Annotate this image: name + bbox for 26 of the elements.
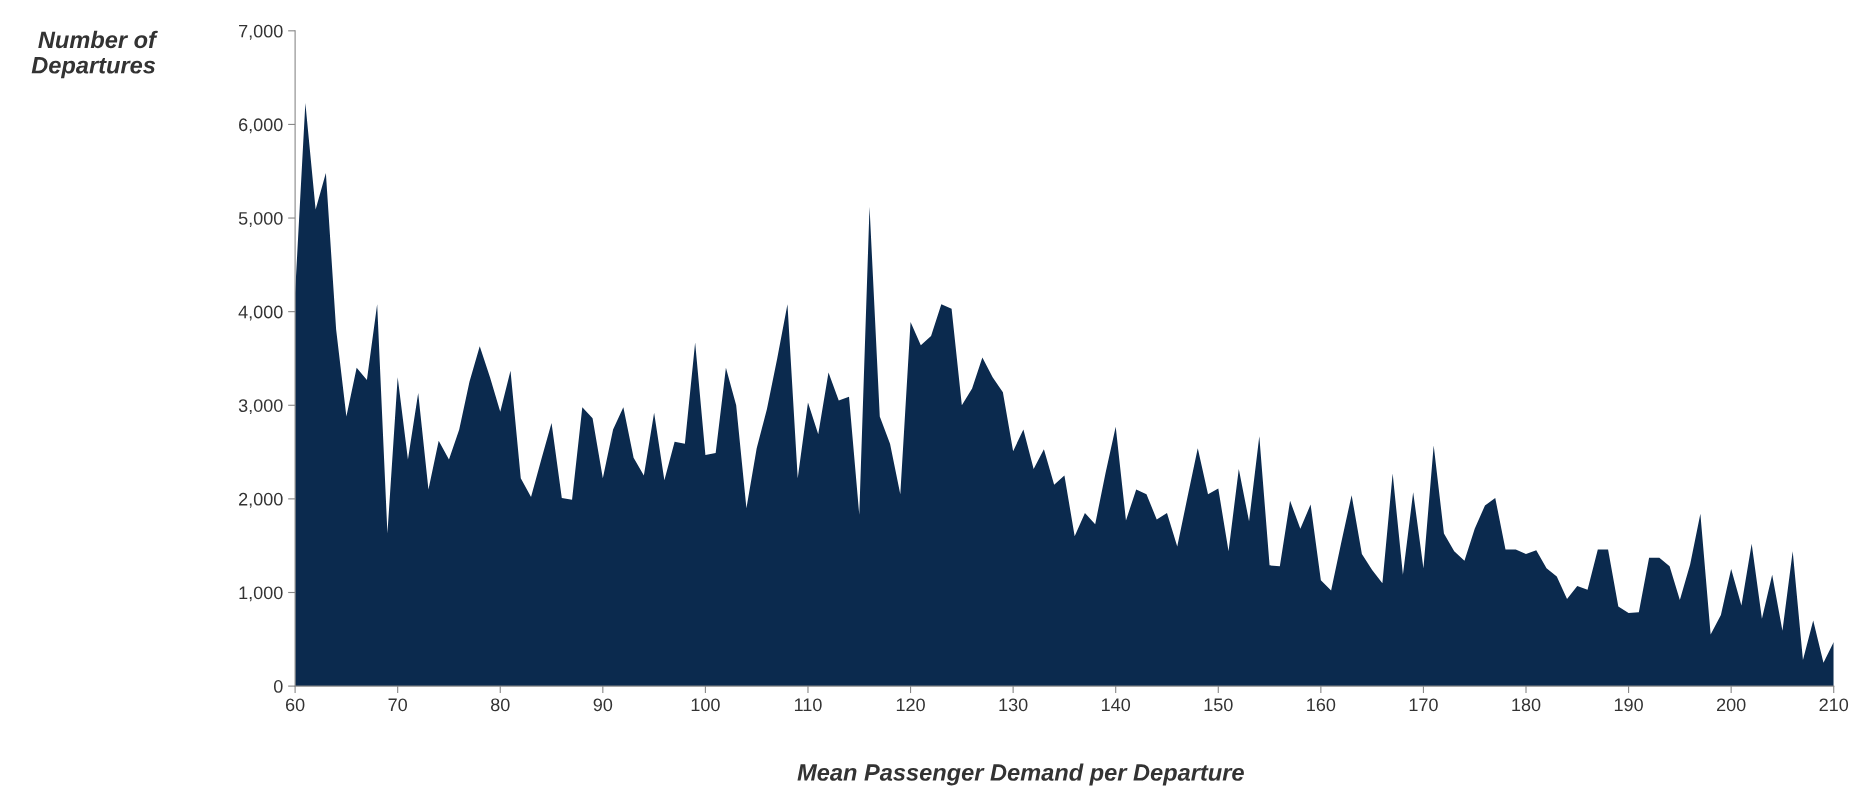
y-tick-label: 4,000 [238,305,283,321]
x-tick-label: 140 [1102,698,1131,712]
y-tick-label: 7,000 [239,24,283,40]
y-tick-label: 5,000 [238,211,283,227]
x-tick-label: 90 [593,698,613,712]
x-tick-label: 70 [388,698,408,712]
x-tick-label: 80 [491,698,510,712]
x-tick-label: 200 [1717,698,1746,712]
x-tick-label: 190 [1614,698,1643,712]
y-tick-label: 3,000 [238,399,283,415]
x-tick-label: 150 [1204,698,1233,712]
x-tick-label: 180 [1512,698,1541,712]
y-axis-title: Number of Departures [31,30,158,79]
y-tick-label: 2,000 [239,492,283,508]
x-axis-title: Mean Passenger Demand per Departure [797,763,1244,786]
x-tick-label: 100 [691,698,720,712]
y-tick-label: 6,000 [239,118,283,134]
x-tick-label: 160 [1307,698,1336,712]
x-tick-label: 110 [794,698,822,712]
x-tick-label: 130 [999,698,1028,712]
x-tick-label: 170 [1409,698,1438,712]
y-tick-label: 1,000 [239,586,283,602]
x-tick-label: 120 [896,698,925,712]
x-tick-label: 210 [1819,698,1849,712]
x-tick-label: 60 [285,698,305,712]
y-tick-label: 0 [273,680,283,693]
